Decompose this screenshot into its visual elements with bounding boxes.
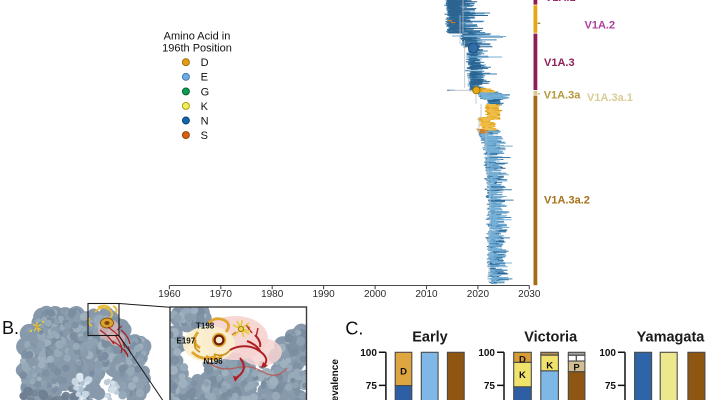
svg-text:C.: C. <box>345 319 363 339</box>
svg-text:N: N <box>201 115 209 127</box>
svg-text:P: P <box>573 363 580 374</box>
svg-text:1970: 1970 <box>210 289 233 300</box>
svg-text:2020: 2020 <box>467 289 490 300</box>
svg-text:1960: 1960 <box>158 289 181 300</box>
svg-text:Victoria: Victoria <box>524 329 578 345</box>
svg-text:Amino Acid in: Amino Acid in <box>164 30 231 42</box>
svg-text:K: K <box>519 370 526 381</box>
svg-text:1980: 1980 <box>261 289 284 300</box>
svg-text:D: D <box>201 57 209 69</box>
svg-text:K: K <box>201 101 209 113</box>
svg-text:V1A.3: V1A.3 <box>544 57 575 69</box>
svg-text:D: D <box>519 355 526 366</box>
svg-text:196th Position: 196th Position <box>162 42 232 54</box>
svg-text:V1A.2: V1A.2 <box>585 20 616 32</box>
svg-text:N196: N196 <box>204 357 224 366</box>
svg-text:K: K <box>546 360 553 371</box>
svg-text:E: E <box>201 72 208 84</box>
svg-text:75: 75 <box>605 381 617 392</box>
svg-text:B.: B. <box>2 318 19 338</box>
svg-text:V1A.3a.2: V1A.3a.2 <box>544 194 590 206</box>
svg-text:Prevalence: Prevalence <box>330 359 341 400</box>
svg-text:Early: Early <box>412 329 447 345</box>
svg-text:T198: T198 <box>196 322 215 331</box>
svg-text:100: 100 <box>599 348 616 359</box>
svg-text:E197: E197 <box>177 337 196 346</box>
svg-text:D: D <box>400 366 407 377</box>
svg-text:2030: 2030 <box>518 289 541 300</box>
svg-text:75: 75 <box>484 381 496 392</box>
svg-text:S: S <box>201 130 208 142</box>
svg-text:100: 100 <box>360 348 377 359</box>
svg-text:100: 100 <box>478 348 495 359</box>
svg-text:1990: 1990 <box>312 289 335 300</box>
svg-text:Yamagata: Yamagata <box>637 329 706 345</box>
svg-text:75: 75 <box>366 381 378 392</box>
svg-text:G: G <box>201 86 210 98</box>
svg-text:2000: 2000 <box>364 289 387 300</box>
svg-text:V1A.3a: V1A.3a <box>544 89 582 101</box>
svg-text:V1A.1: V1A.1 <box>545 0 576 4</box>
svg-text:2010: 2010 <box>415 289 438 300</box>
svg-text:V1A.3a.1: V1A.3a.1 <box>587 92 633 104</box>
